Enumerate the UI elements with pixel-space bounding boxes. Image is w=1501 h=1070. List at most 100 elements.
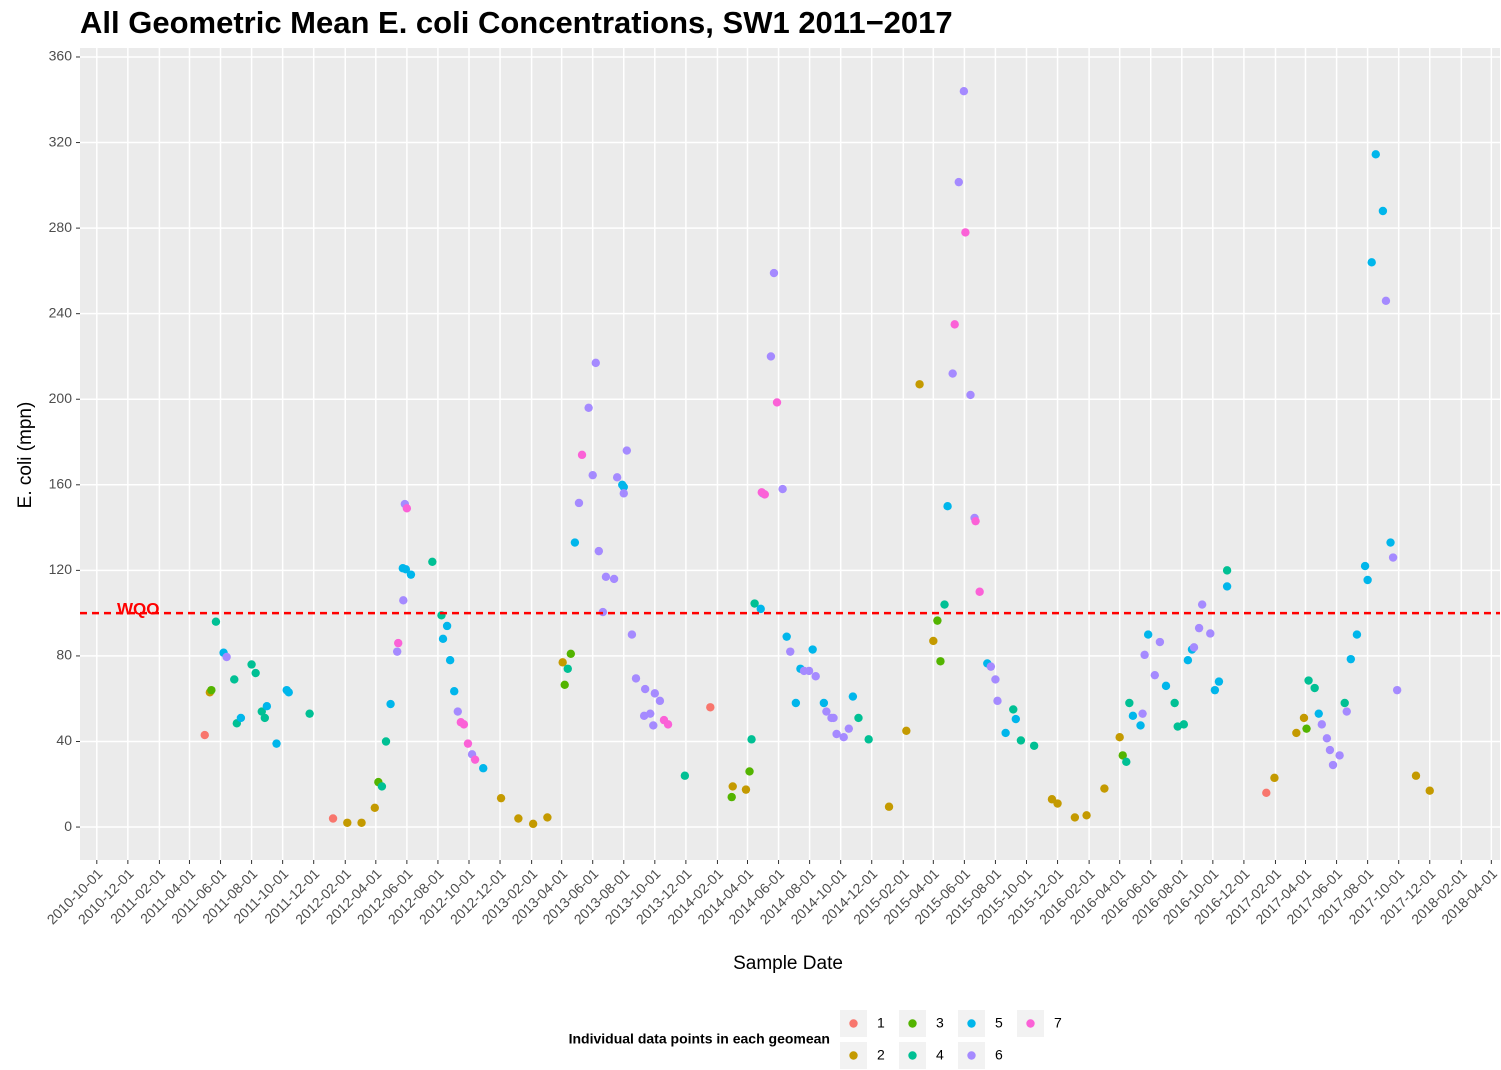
data-point: [680, 771, 690, 780]
data-point: [1322, 734, 1332, 743]
data-point: [381, 737, 391, 746]
data-point: [915, 380, 924, 389]
data-point: [612, 473, 622, 482]
data-point: [991, 675, 1000, 684]
data-point: [1388, 553, 1398, 562]
data-point: [1197, 600, 1207, 609]
data-point: [442, 621, 452, 631]
data-point: [804, 666, 814, 676]
data-point: [211, 617, 221, 626]
data-point: [577, 450, 587, 460]
data-point: [514, 814, 523, 823]
data-point: [1170, 698, 1179, 708]
data-point: [975, 587, 984, 596]
data-point: [782, 632, 791, 641]
legend-swatch: [908, 1051, 917, 1060]
legend-label: 1: [877, 1015, 885, 1031]
data-point: [570, 538, 580, 547]
data-point: [1150, 670, 1160, 680]
data-point: [1128, 711, 1138, 721]
data-point: [1310, 683, 1319, 693]
y-tick-label: 0: [64, 818, 72, 834]
data-point: [262, 701, 272, 711]
data-point: [406, 570, 416, 579]
data-point: [1270, 773, 1279, 783]
legend-label: 4: [936, 1047, 944, 1063]
data-point: [756, 604, 765, 614]
data-point: [392, 647, 402, 656]
legend-swatch: [908, 1019, 917, 1028]
y-tick-label: 240: [49, 304, 73, 320]
data-point: [463, 739, 473, 748]
data-point: [971, 516, 980, 526]
data-point: [1009, 705, 1018, 714]
legend-swatch: [849, 1051, 858, 1060]
legend-label: 6: [995, 1047, 1003, 1063]
data-point: [993, 696, 1002, 706]
marks: [200, 87, 1434, 829]
data-point: [402, 504, 412, 513]
data-point: [929, 636, 938, 646]
data-point: [848, 692, 858, 701]
data-point: [1386, 538, 1395, 547]
data-point: [453, 707, 462, 716]
reference-label: WQO: [117, 600, 160, 619]
data-point: [822, 707, 831, 716]
data-point: [1367, 258, 1376, 267]
data-point: [627, 630, 637, 639]
data-point: [1411, 771, 1421, 780]
data-point: [741, 785, 751, 794]
data-point: [811, 672, 820, 681]
data-point: [1189, 643, 1199, 652]
data-point: [1138, 709, 1147, 718]
y-tick-label: 120: [49, 561, 73, 577]
data-point: [1125, 698, 1134, 708]
legend-label: 2: [877, 1047, 885, 1063]
y-tick-label: 80: [56, 647, 72, 663]
data-point: [1292, 728, 1301, 738]
data-point: [936, 657, 945, 666]
data-point: [1179, 720, 1189, 729]
data-point: [778, 484, 787, 494]
data-point: [1122, 757, 1131, 767]
data-point: [650, 689, 660, 698]
data-point: [727, 792, 736, 802]
data-point: [640, 684, 650, 694]
data-point: [728, 782, 737, 791]
data-point: [1342, 707, 1351, 716]
data-point: [247, 660, 256, 669]
data-point: [745, 767, 754, 776]
legend-swatch: [1026, 1019, 1035, 1028]
data-point: [631, 674, 641, 683]
data-point: [1214, 677, 1224, 686]
legend-label: 7: [1054, 1015, 1062, 1031]
data-point: [386, 699, 395, 709]
data-point: [1210, 685, 1220, 695]
legend-label: 3: [936, 1015, 944, 1031]
data-point: [343, 818, 352, 827]
data-point: [328, 814, 338, 823]
data-point: [1425, 786, 1434, 795]
y-tick-label: 360: [49, 48, 73, 64]
data-point: [609, 574, 619, 584]
data-point: [1363, 575, 1372, 585]
y-axis-title: E. coli (mpn): [15, 402, 36, 509]
data-point: [902, 726, 911, 735]
data-point: [1222, 582, 1232, 591]
data-point: [1304, 676, 1313, 685]
data-point: [829, 713, 838, 723]
data-point: [832, 729, 841, 739]
data-point: [864, 735, 873, 744]
data-point: [1317, 720, 1326, 729]
y-tick-label: 160: [49, 476, 73, 492]
data-point: [619, 489, 628, 498]
data-point: [1029, 741, 1039, 750]
data-point: [646, 709, 655, 718]
data-point: [207, 685, 216, 695]
data-point: [966, 390, 975, 400]
data-point: [1335, 751, 1344, 760]
data-point: [357, 818, 366, 827]
data-point: [251, 668, 260, 678]
data-point: [1328, 760, 1338, 770]
legend-title: Individual data points in each geomean: [569, 1031, 830, 1047]
